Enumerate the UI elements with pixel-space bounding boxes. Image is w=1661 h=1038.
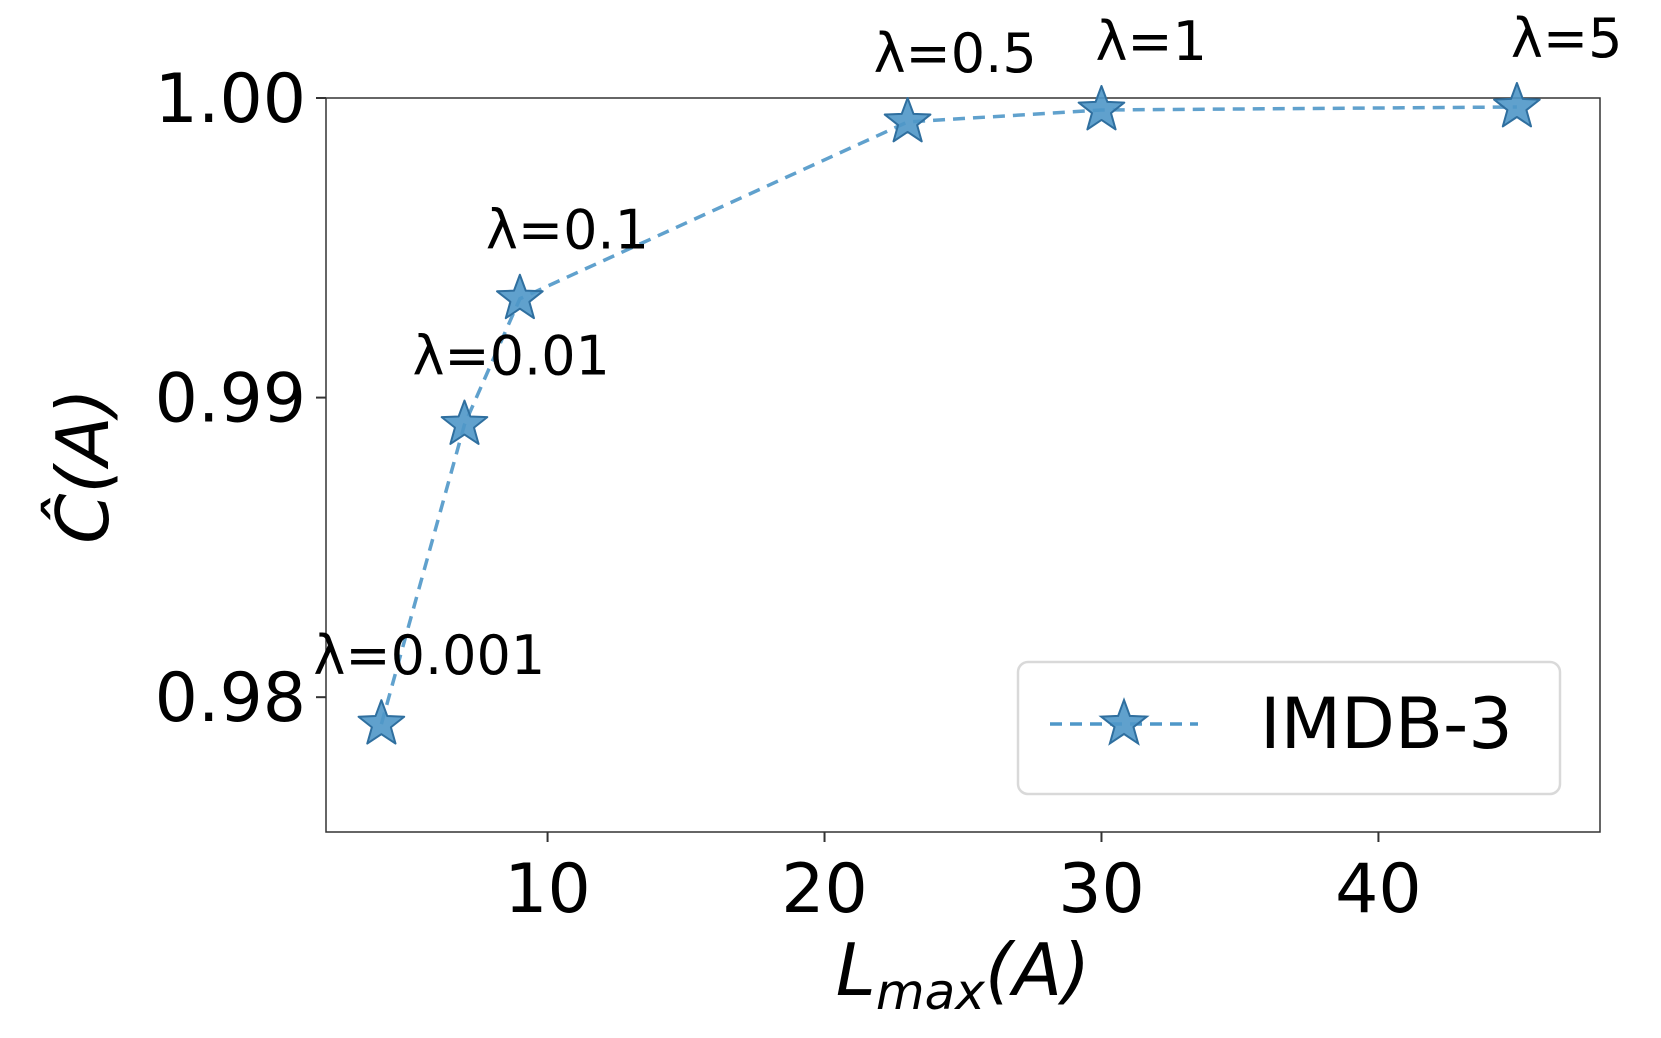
series-layer [357,81,1541,745]
x-tick-label: 30 [1058,850,1145,929]
point-label: λ=1 [1095,10,1207,73]
point-label: λ=0.5 [874,22,1037,85]
y-tick-label: 1.00 [155,60,306,139]
legend-star-marker [1098,697,1150,746]
x-tick-label: 10 [504,850,591,929]
point-label: λ=0.001 [313,624,545,687]
data-point-star [1493,81,1541,128]
y-axis: 0.98 0.99 1.00 [155,60,326,738]
legend: IMDB-3 [1016,660,1562,796]
data-point-star [357,699,406,745]
point-label: λ=5 [1511,7,1623,70]
point-label: λ=0.1 [486,199,649,262]
x-axis-title-main: L [836,928,876,1012]
y-tick-label: 0.98 [155,659,306,738]
data-point-star [496,273,544,320]
x-axis-title: Lmax(A) [836,928,1091,1021]
x-axis-title-subscript: max [876,963,985,1021]
legend-box [1016,660,1562,796]
y-tick-label: 0.99 [155,360,306,439]
data-point-star [883,96,932,143]
legend-label: IMDB-3 [1260,683,1513,765]
point-label: λ=0.01 [412,325,609,388]
data-point-star [1077,84,1126,131]
x-tick-label: 40 [1335,850,1422,929]
x-axis-title-tail: (A) [985,928,1090,1012]
x-tick-label: 20 [781,850,868,929]
data-point-star [440,399,489,445]
point-labels: λ=0.001 λ=0.01 λ=0.1 λ=0.5 λ=1 λ=5 [313,7,1622,687]
x-axis: 10 20 30 40 [504,832,1422,929]
y-axis-title: Ĉ(A) [41,388,125,544]
series-line [379,105,1517,725]
